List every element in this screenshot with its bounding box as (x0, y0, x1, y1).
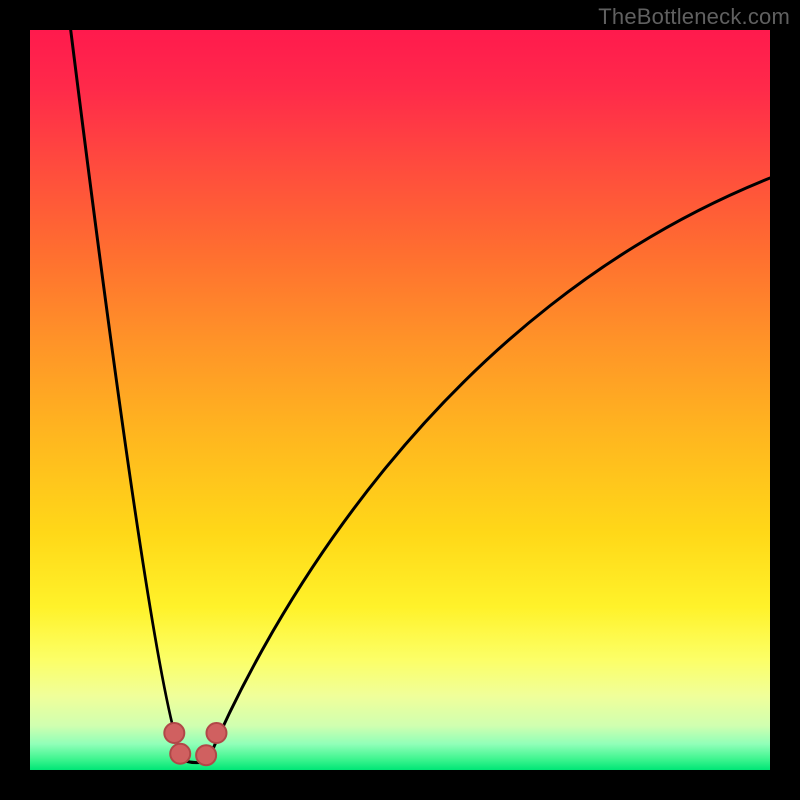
valley-marker-0 (164, 723, 184, 743)
valley-marker-1 (170, 744, 190, 764)
plot-background (30, 30, 770, 770)
valley-marker-2 (196, 745, 216, 765)
valley-marker-3 (206, 723, 226, 743)
chart-container: TheBottleneck.com (0, 0, 800, 800)
watermark-text: TheBottleneck.com (598, 4, 790, 30)
chart-svg (0, 0, 800, 800)
